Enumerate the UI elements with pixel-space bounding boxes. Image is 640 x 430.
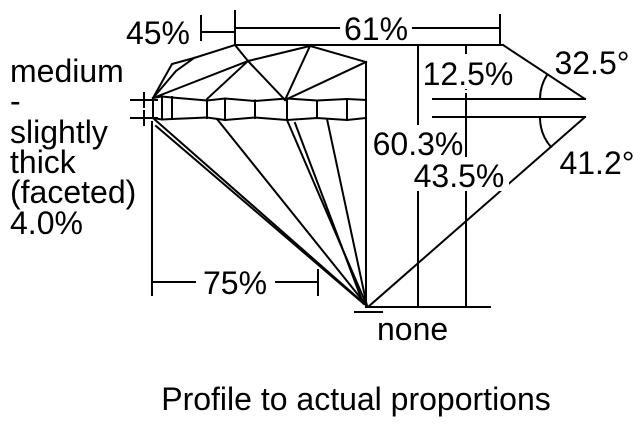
culet-label: none xyxy=(377,311,448,347)
pavilion-facets xyxy=(151,116,369,308)
caption: Profile to actual proportions xyxy=(161,381,551,417)
star-length-dimension xyxy=(200,15,234,41)
girdle-tick-marks xyxy=(130,92,158,126)
crown-angle-label: 32.5° xyxy=(554,45,629,81)
pavilion-angle-label: 41.2° xyxy=(559,145,634,181)
svg-text:(faceted): (faceted) xyxy=(10,174,136,210)
svg-text:-: - xyxy=(10,83,21,119)
crown-height-label: 12.5% xyxy=(423,56,514,92)
girdle-band xyxy=(151,95,368,122)
pavilion-angle-arc xyxy=(538,115,553,149)
diamond-outline xyxy=(234,43,587,309)
svg-text:4.0%: 4.0% xyxy=(10,205,83,241)
label-backplates xyxy=(196,12,517,298)
svg-text:medium: medium xyxy=(10,53,124,89)
lower-girdle-label: 75% xyxy=(203,265,267,301)
crown-slope-line xyxy=(501,43,587,101)
svg-text:slightly: slightly xyxy=(10,114,108,150)
angle-arcs xyxy=(538,73,553,149)
pavilion-depth-label: 43.5% xyxy=(414,158,505,194)
table-size-label: 61% xyxy=(344,11,408,47)
pavilion-slope-line xyxy=(366,115,587,309)
crown-facets xyxy=(151,43,368,102)
crown-angle-arc xyxy=(538,73,549,101)
total-depth-label: 60.3% xyxy=(373,126,464,162)
star-length-label: 45% xyxy=(126,15,190,51)
girdle-thickness-label: medium - slightly thick (faceted) 4.0% xyxy=(10,53,136,241)
svg-text:thick: thick xyxy=(10,144,77,180)
